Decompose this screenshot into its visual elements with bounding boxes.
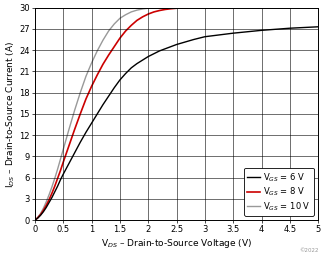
Text: ©2022: ©2022 bbox=[299, 248, 318, 253]
Y-axis label: I$_{DS}$ – Drain-to-Source Current (A): I$_{DS}$ – Drain-to-Source Current (A) bbox=[4, 40, 17, 188]
Legend: V$_{GS}$ = 6 V, V$_{GS}$ = 8 V, V$_{GS}$ = 10 V: V$_{GS}$ = 6 V, V$_{GS}$ = 8 V, V$_{GS}$… bbox=[244, 168, 314, 216]
X-axis label: V$_{DS}$ – Drain-to-Source Voltage (V): V$_{DS}$ – Drain-to-Source Voltage (V) bbox=[101, 237, 252, 250]
